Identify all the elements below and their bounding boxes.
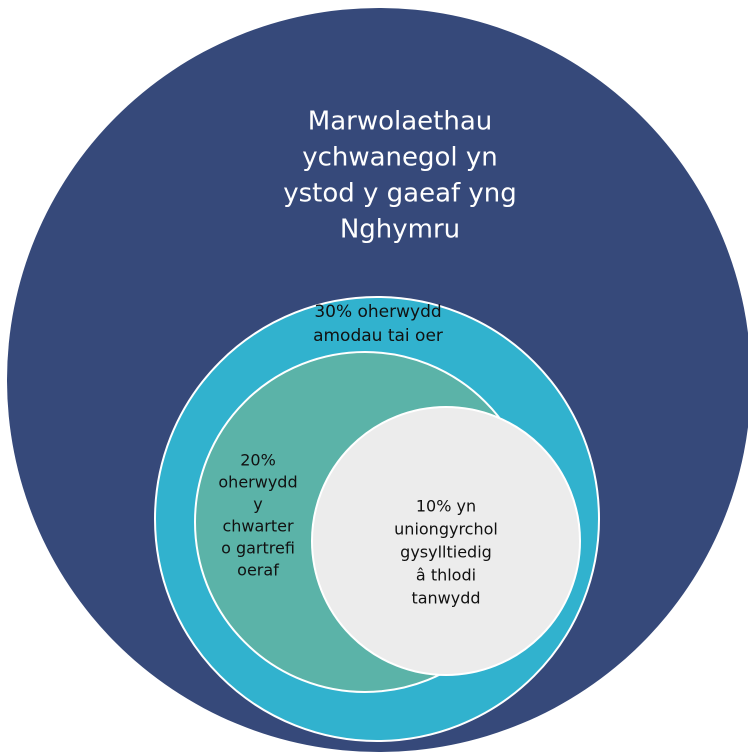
label-line: tanwydd <box>411 589 480 608</box>
label-line: 20% <box>240 451 276 470</box>
label-line: chwarter <box>222 517 294 536</box>
label-line: o gartrefi <box>221 539 295 558</box>
label-line: 30% oherwydd <box>314 302 441 322</box>
label-line: gysylltiedig <box>400 543 492 562</box>
label-line: ystod y gaeaf yng <box>283 179 517 209</box>
label-line: Nghymru <box>340 215 460 245</box>
label-line: ychwanegol yn <box>302 143 498 173</box>
label-line: â thlodi <box>416 566 476 585</box>
label-line: y <box>253 495 262 514</box>
label-line: 10% yn <box>416 497 476 516</box>
label-line: oeraf <box>237 561 279 580</box>
label-line: uniongyrchol <box>394 520 498 539</box>
label-line: Marwolaethau <box>308 107 492 137</box>
label-line: oherwydd <box>218 473 297 492</box>
gray-circle <box>311 406 581 676</box>
label-line: amodau tai oer <box>313 326 443 346</box>
